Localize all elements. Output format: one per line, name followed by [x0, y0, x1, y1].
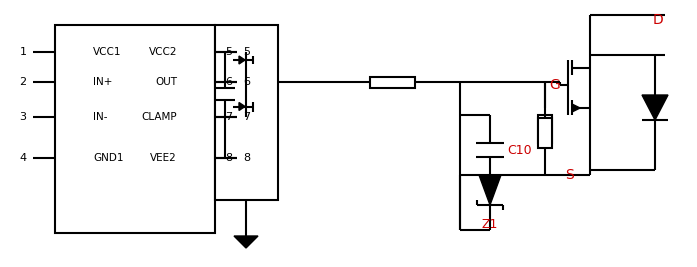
- Text: D: D: [652, 13, 664, 27]
- Bar: [215, 25, 278, 200]
- Bar: [538, 118, 552, 148]
- Text: Z1: Z1: [482, 218, 498, 231]
- Text: 8: 8: [243, 153, 250, 163]
- Polygon shape: [239, 103, 245, 111]
- Text: IN+: IN+: [93, 77, 112, 87]
- Text: 7: 7: [243, 112, 250, 122]
- Text: VCC2: VCC2: [148, 47, 177, 57]
- Text: 5: 5: [243, 47, 250, 57]
- Text: 6: 6: [226, 77, 233, 87]
- Polygon shape: [572, 104, 580, 112]
- Text: 2: 2: [20, 77, 26, 87]
- Polygon shape: [642, 95, 668, 120]
- Text: G: G: [550, 78, 560, 92]
- Text: 4: 4: [20, 153, 26, 163]
- Bar: [370, 77, 415, 88]
- Text: IN-: IN-: [93, 112, 107, 122]
- Text: VCC1: VCC1: [93, 47, 121, 57]
- Text: 5: 5: [226, 47, 233, 57]
- Polygon shape: [479, 175, 501, 205]
- Polygon shape: [239, 56, 245, 64]
- Text: GND1: GND1: [93, 153, 123, 163]
- Text: VEE2: VEE2: [151, 153, 177, 163]
- Text: 3: 3: [20, 112, 26, 122]
- Text: C10: C10: [507, 143, 533, 156]
- Text: 1: 1: [20, 47, 26, 57]
- Text: 6: 6: [243, 77, 250, 87]
- Bar: [538, 115, 552, 143]
- Text: S: S: [566, 168, 574, 182]
- Text: CLAMP: CLAMP: [141, 112, 177, 122]
- Text: OUT: OUT: [155, 77, 177, 87]
- Text: 8: 8: [225, 153, 233, 163]
- Bar: [55, 25, 215, 233]
- Text: 7: 7: [225, 112, 233, 122]
- Polygon shape: [234, 236, 258, 248]
